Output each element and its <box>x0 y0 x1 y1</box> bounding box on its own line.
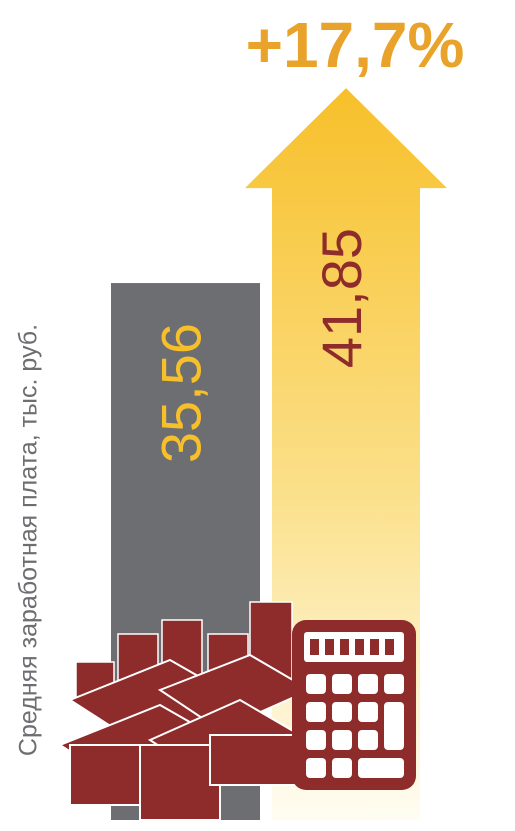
value-label: 41,85 <box>310 228 373 368</box>
money-illustration <box>57 601 416 821</box>
value-label: 35,56 <box>149 323 212 463</box>
y-axis-label: Средняя заработная плата, тыс. руб. <box>15 324 43 756</box>
annotation: +17,7% <box>246 9 465 81</box>
